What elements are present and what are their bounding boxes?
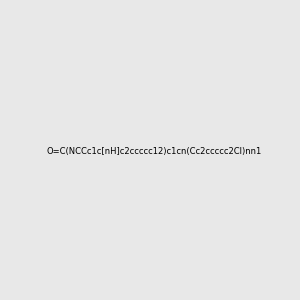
Text: O=C(NCCc1c[nH]c2ccccc12)c1cn(Cc2ccccc2Cl)nn1: O=C(NCCc1c[nH]c2ccccc12)c1cn(Cc2ccccc2Cl…	[46, 147, 261, 156]
